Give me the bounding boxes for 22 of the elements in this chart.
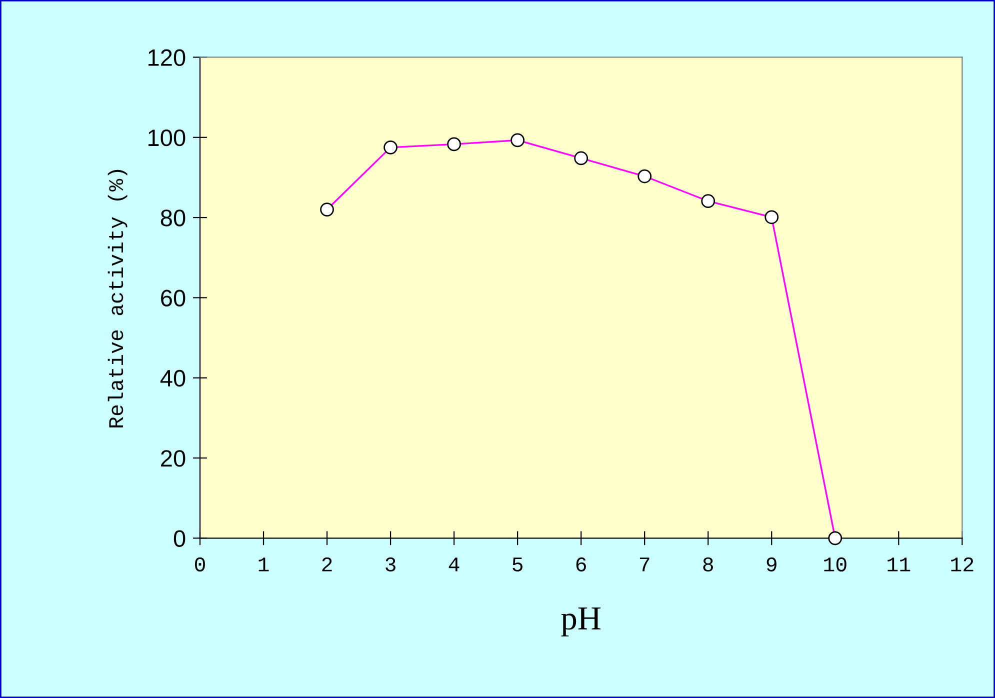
y-tick-label: 20 [161, 450, 186, 467]
x-tick-label: 11 [888, 558, 910, 572]
y-tick-label: 80 [160, 210, 186, 226]
x-tick-label: 6 [576, 557, 586, 572]
y-tick-label: 120 [148, 49, 186, 66]
x-tick-label: 10 [824, 557, 846, 572]
x-tick-label: 9 [766, 557, 776, 572]
x-tick-label: 3 [386, 557, 396, 572]
x-tick-label: 5 [512, 558, 522, 572]
x-tick-label: 2 [322, 557, 332, 572]
x-tick-label: 4 [448, 558, 460, 572]
x-tick-label: 12 [951, 557, 974, 572]
y-axis-title: Relative activity (%) [108, 170, 128, 428]
x-tick-label: 0 [195, 557, 205, 572]
y-tick-label: 40 [160, 370, 186, 387]
x-tick-label: 8 [703, 557, 713, 572]
y-tick-label: 0 [174, 530, 186, 547]
x-tick-label: 7 [640, 558, 650, 572]
x-tick-label: 1 [258, 558, 269, 572]
y-tick-label: 60 [161, 290, 186, 306]
x-axis-title: pH [561, 607, 600, 636]
y-tick-label: 100 [148, 129, 186, 146]
